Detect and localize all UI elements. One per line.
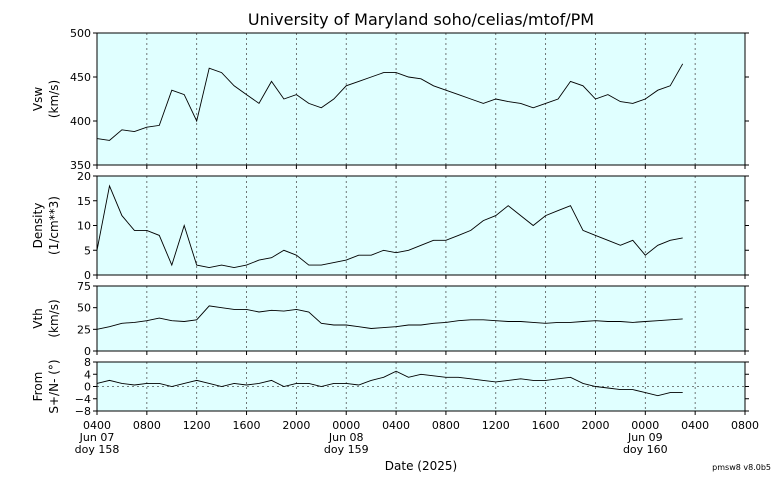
date-label: Jun 09 <box>627 431 663 444</box>
y-tick-label: 5 <box>84 244 91 257</box>
chart-title: University of Maryland soho/celias/mtof/… <box>248 10 594 29</box>
x-tick-label: 0400 <box>83 419 111 432</box>
data-line <box>96 63 684 141</box>
plot-frame <box>96 175 746 276</box>
y-tick-label: 400 <box>70 115 91 128</box>
date-label: doy 160 <box>623 443 668 456</box>
y-tick-label: 10 <box>77 220 91 233</box>
footnote: pmsw8 v8.0b5 <box>712 463 771 472</box>
x-axis-label: Date (2025) <box>385 459 457 473</box>
plot-frame <box>96 285 746 352</box>
y-tick-label: 0 <box>84 269 91 282</box>
plot-frame <box>96 361 746 412</box>
data-line <box>96 305 683 330</box>
plot-area <box>97 33 745 165</box>
data-line <box>96 184 683 269</box>
x-tick-label: 0800 <box>731 419 759 432</box>
x-tick-label: 2000 <box>282 419 310 432</box>
x-tick-label: 0800 <box>432 419 460 432</box>
y-tick-label: −4 <box>75 393 91 406</box>
date-label: Jun 08 <box>328 431 364 444</box>
x-tick-label: 0000 <box>332 419 360 432</box>
y-axis-label: Vth <box>31 308 45 329</box>
y-axis-label: Vsw <box>31 87 45 111</box>
y-tick-label: 0 <box>84 381 91 394</box>
y-axis-label: (km/s) <box>47 80 61 118</box>
x-tick-label: 2000 <box>581 419 609 432</box>
plot-area <box>97 176 745 275</box>
y-tick-label: 8 <box>84 356 91 369</box>
y-tick-label: 20 <box>77 170 91 183</box>
y-tick-label: 50 <box>77 302 91 315</box>
y-axis-label: S+/N- (°) <box>47 359 61 413</box>
y-axis-label: (1/cm**3) <box>47 196 61 255</box>
y-tick-label: 500 <box>70 27 91 40</box>
x-tick-label: 1200 <box>482 419 510 432</box>
y-tick-label: 15 <box>77 195 91 208</box>
y-axis-label: (km/s) <box>47 299 61 337</box>
y-tick-label: 25 <box>77 323 91 336</box>
y-tick-label: 450 <box>70 71 91 84</box>
y-tick-label: −8 <box>75 405 91 418</box>
x-tick-label: 1600 <box>532 419 560 432</box>
y-tick-label: 4 <box>84 368 91 381</box>
x-tick-label: 1600 <box>233 419 261 432</box>
x-tick-label: 0400 <box>382 419 410 432</box>
x-tick-label: 0400 <box>681 419 709 432</box>
y-tick-label: 0 <box>84 345 91 358</box>
x-tick-label: 0000 <box>631 419 659 432</box>
y-tick-label: 75 <box>77 280 91 293</box>
date-label: doy 159 <box>324 443 369 456</box>
y-axis-label: Density <box>31 203 45 249</box>
plot-frame <box>96 32 746 166</box>
date-label: Jun 07 <box>79 431 115 444</box>
plot-area <box>97 286 745 351</box>
x-tick-label: 0800 <box>133 419 161 432</box>
y-tick-label: 350 <box>70 159 91 172</box>
date-label: doy 158 <box>75 443 120 456</box>
y-axis-label: From <box>31 372 45 402</box>
x-tick-label: 1200 <box>183 419 211 432</box>
data-line <box>96 370 683 397</box>
